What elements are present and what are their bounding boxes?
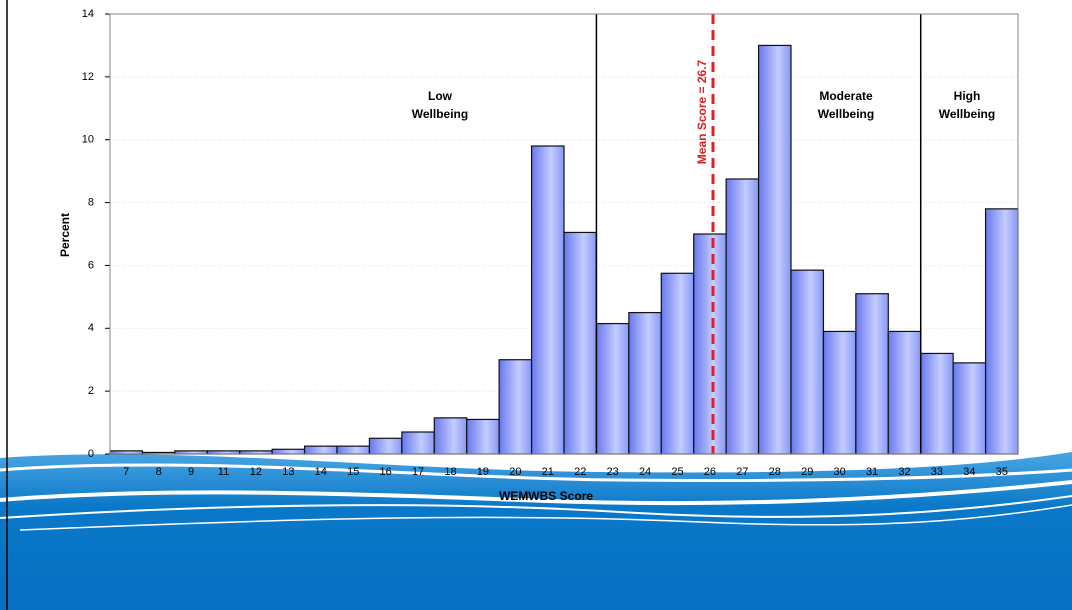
y-tick-label: 8 xyxy=(88,196,94,208)
bar xyxy=(953,363,985,454)
x-tick-label: 23 xyxy=(607,466,619,478)
bar xyxy=(694,234,726,454)
mean-annotation: Mean Score = 26.7 xyxy=(695,59,709,164)
x-tick-label: 9 xyxy=(188,466,194,478)
annotation: Wellbeing xyxy=(939,107,995,121)
x-tick-label: 8 xyxy=(156,466,162,478)
bar xyxy=(369,438,401,454)
x-tick-label: 19 xyxy=(477,466,489,478)
bar xyxy=(596,324,628,454)
x-tick-label: 28 xyxy=(769,466,781,478)
bar xyxy=(791,270,823,454)
annotation: Wellbeing xyxy=(818,107,874,121)
annotation: Moderate xyxy=(819,89,873,103)
bar xyxy=(661,273,693,454)
x-axis-title: WEMWBS Score xyxy=(499,489,593,503)
y-tick-label: 2 xyxy=(88,385,94,397)
x-tick-label: 21 xyxy=(542,466,554,478)
x-tick-label: 34 xyxy=(963,466,975,478)
bar xyxy=(402,432,434,454)
x-tick-label: 35 xyxy=(996,466,1008,478)
annotation: Low xyxy=(428,89,453,103)
bar xyxy=(467,419,499,454)
bar xyxy=(759,45,791,454)
y-tick-label: 0 xyxy=(88,448,94,460)
x-tick-label: 12 xyxy=(250,466,262,478)
x-tick-label: 14 xyxy=(315,466,327,478)
x-tick-label: 22 xyxy=(574,466,586,478)
bar xyxy=(856,294,888,454)
x-tick-label: 7 xyxy=(123,466,129,478)
plot: 0 2 4 6 8 10 12 14 xyxy=(82,8,1018,460)
x-tick-label: 20 xyxy=(509,466,521,478)
bar xyxy=(564,232,596,454)
bar xyxy=(532,146,564,454)
bar xyxy=(986,209,1018,454)
bar xyxy=(337,446,369,454)
y-tick-label: 12 xyxy=(82,71,94,83)
bar xyxy=(305,446,337,454)
bar xyxy=(921,353,953,454)
x-tick-label: 18 xyxy=(444,466,456,478)
bar xyxy=(272,449,304,454)
annotation: Wellbeing xyxy=(412,107,468,121)
y-tick-label: 4 xyxy=(88,322,94,334)
y-axis-title: Percent xyxy=(58,213,72,257)
bar xyxy=(726,179,758,454)
y-tick-label: 14 xyxy=(82,8,94,20)
y-tick-label: 6 xyxy=(88,259,94,271)
x-tick-label: 33 xyxy=(931,466,943,478)
x-tick-label: 15 xyxy=(347,466,359,478)
x-tick-label: 13 xyxy=(282,466,294,478)
x-tick-label: 32 xyxy=(898,466,910,478)
bar xyxy=(823,331,855,454)
x-tick-label: 26 xyxy=(704,466,716,478)
x-tick-label: 24 xyxy=(639,466,651,478)
x-tick-label: 29 xyxy=(801,466,813,478)
annotation: High xyxy=(954,89,981,103)
x-tick-label: 17 xyxy=(412,466,424,478)
y-tick-label: 10 xyxy=(82,134,94,146)
x-tick-label: 27 xyxy=(736,466,748,478)
slide: 02468101214 WEMWBS Score Percent Low Wel… xyxy=(0,0,1072,610)
bar xyxy=(888,331,920,454)
x-tick-label: 11 xyxy=(218,466,229,478)
x-tick-label: 25 xyxy=(671,466,683,478)
x-tick-label: 30 xyxy=(834,466,846,478)
bar xyxy=(499,360,531,454)
x-tick-label: 31 xyxy=(866,466,878,478)
x-tick-label: 16 xyxy=(380,466,392,478)
bar xyxy=(434,418,466,454)
bar xyxy=(629,313,661,454)
